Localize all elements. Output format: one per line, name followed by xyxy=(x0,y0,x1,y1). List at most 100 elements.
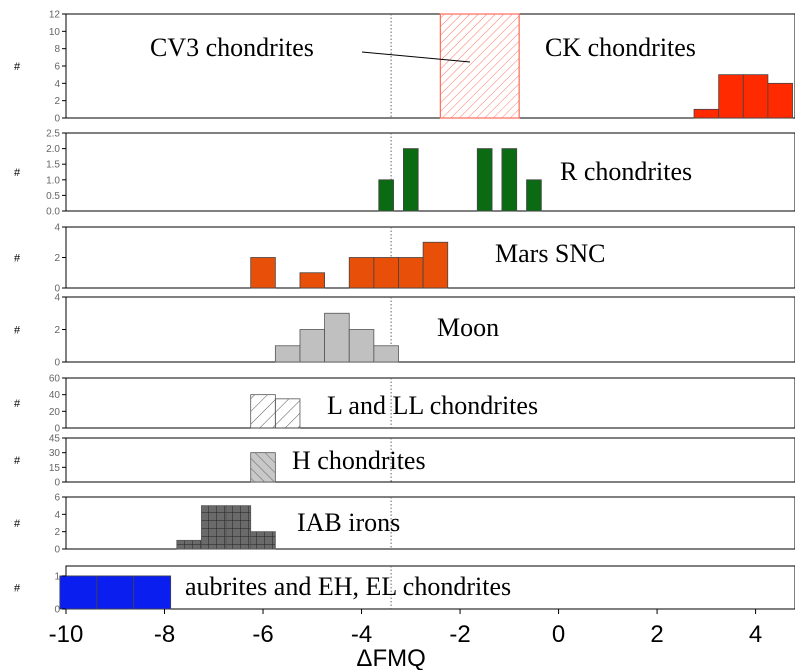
x-axis: -10 -8 -6 -4 -2 0 2 4 ΔFMQ xyxy=(49,609,762,670)
bar xyxy=(250,257,276,289)
bar xyxy=(718,74,744,119)
x-tick-label: -8 xyxy=(154,621,175,648)
x-tick-label: 4 xyxy=(749,621,762,648)
y-tick-label: 2.0 xyxy=(46,144,60,155)
bar xyxy=(693,108,720,119)
bar xyxy=(403,148,419,212)
y-tick-label: 20 xyxy=(49,407,61,418)
bar xyxy=(501,148,518,212)
bar xyxy=(274,345,301,363)
x-tick-label: -4 xyxy=(351,621,372,648)
bar xyxy=(422,241,449,289)
panel-1: CV3 chondrites 0 2 4 6 8 10 12 # CK chondrites xyxy=(14,10,795,125)
bar xyxy=(274,398,301,429)
x-tick-label: 0 xyxy=(552,621,565,648)
x-tick-label: 2 xyxy=(650,621,663,648)
bar xyxy=(526,179,542,212)
y-tick-label: 8 xyxy=(54,44,60,55)
panel-8: 0 1 # aubrites and EH, EL chondrites xyxy=(14,565,795,616)
y-tick-label: 15 xyxy=(49,463,61,474)
bar xyxy=(373,345,399,363)
y-tick-label: 40 xyxy=(49,390,61,401)
panel-label: IAB irons xyxy=(297,508,400,537)
y-tick-label: 0 xyxy=(54,358,60,369)
y-tick-label: 0.5 xyxy=(46,191,60,202)
bar xyxy=(250,394,276,429)
panel-label: CK chondrites xyxy=(545,33,696,62)
y-tick-label: 4 xyxy=(54,79,60,90)
y-tick-label: 45 xyxy=(49,434,61,445)
y-tick-label: 12 xyxy=(49,10,61,21)
y-axis-label: # xyxy=(14,518,21,530)
y-axis-label: # xyxy=(14,398,21,410)
bar xyxy=(250,452,276,483)
y-tick-label: 4 xyxy=(54,510,60,521)
panel-3: 0 2 4 # Mars SNC xyxy=(14,223,795,295)
bar xyxy=(378,179,394,212)
panel-4: 0 2 4 # Moon xyxy=(14,293,795,369)
y-tick-label: 0 xyxy=(54,605,60,616)
x-tick-label: -6 xyxy=(252,621,273,648)
bar xyxy=(348,257,375,289)
y-tick-label: 6 xyxy=(54,62,60,73)
bar xyxy=(476,148,493,212)
annotation-leader xyxy=(361,51,471,63)
bar xyxy=(742,74,769,119)
panel-5: 0 20 40 60 # L and LL chondrites xyxy=(14,374,795,435)
y-tick-label: 2 xyxy=(54,325,60,336)
x-tick-label: -2 xyxy=(449,621,470,648)
y-tick-label: 2 xyxy=(54,96,60,107)
panel-label: L and LL chondrites xyxy=(327,391,538,420)
bar xyxy=(225,505,252,550)
y-axis-label: # xyxy=(14,253,21,265)
bar xyxy=(201,505,227,550)
annotation-label: CV3 chondrites xyxy=(150,33,314,62)
y-tick-label: 1.5 xyxy=(46,160,60,171)
panel-label: aubrites and EH, EL chondrites xyxy=(185,572,511,601)
panel-label: Moon xyxy=(437,313,499,342)
bar xyxy=(96,575,135,610)
panel-frame xyxy=(65,496,795,550)
y-axis-label: # xyxy=(14,583,21,595)
y-tick-label: 0 xyxy=(54,284,60,295)
bar xyxy=(59,575,98,610)
panel-frame xyxy=(65,565,795,610)
y-axis-label: # xyxy=(14,455,21,467)
bar xyxy=(250,531,276,550)
bar xyxy=(299,329,325,363)
bar xyxy=(398,257,424,289)
y-tick-label: 1 xyxy=(54,571,60,582)
y-tick-label: 0 xyxy=(54,424,60,435)
panel-frame xyxy=(65,377,795,429)
y-tick-label: 0 xyxy=(54,114,60,125)
bar xyxy=(176,539,202,550)
y-tick-label: 2 xyxy=(54,527,60,538)
y-tick-label: 10 xyxy=(49,27,61,38)
panel-label: H chondrites xyxy=(292,446,426,475)
panel-7: 0 2 4 6 # IAB irons xyxy=(14,493,795,556)
y-tick-label: 2 xyxy=(54,253,60,264)
y-axis-label: # xyxy=(14,325,21,337)
x-tick-label: -10 xyxy=(49,621,84,648)
y-tick-label: 2.5 xyxy=(46,129,60,140)
bar xyxy=(133,575,172,610)
panel-frame xyxy=(65,437,795,483)
bar xyxy=(324,312,350,363)
panel-6: 0 15 30 45 # H chondrites xyxy=(14,434,795,489)
panel-frame xyxy=(65,296,795,363)
panel-frame xyxy=(65,132,795,212)
y-tick-label: 0.0 xyxy=(46,207,60,218)
y-tick-label: 0 xyxy=(54,545,60,556)
y-tick-label: 30 xyxy=(49,448,61,459)
y-tick-label: 6 xyxy=(54,493,60,504)
y-tick-label: 0 xyxy=(54,478,60,489)
bar xyxy=(299,272,325,289)
panel-label: Mars SNC xyxy=(495,239,606,268)
y-axis-label: # xyxy=(14,61,21,73)
panel-label: R chondrites xyxy=(560,157,692,186)
y-tick-label: 4 xyxy=(54,293,60,304)
panel-frame xyxy=(65,13,795,119)
bar xyxy=(348,329,375,363)
bar xyxy=(767,82,793,119)
